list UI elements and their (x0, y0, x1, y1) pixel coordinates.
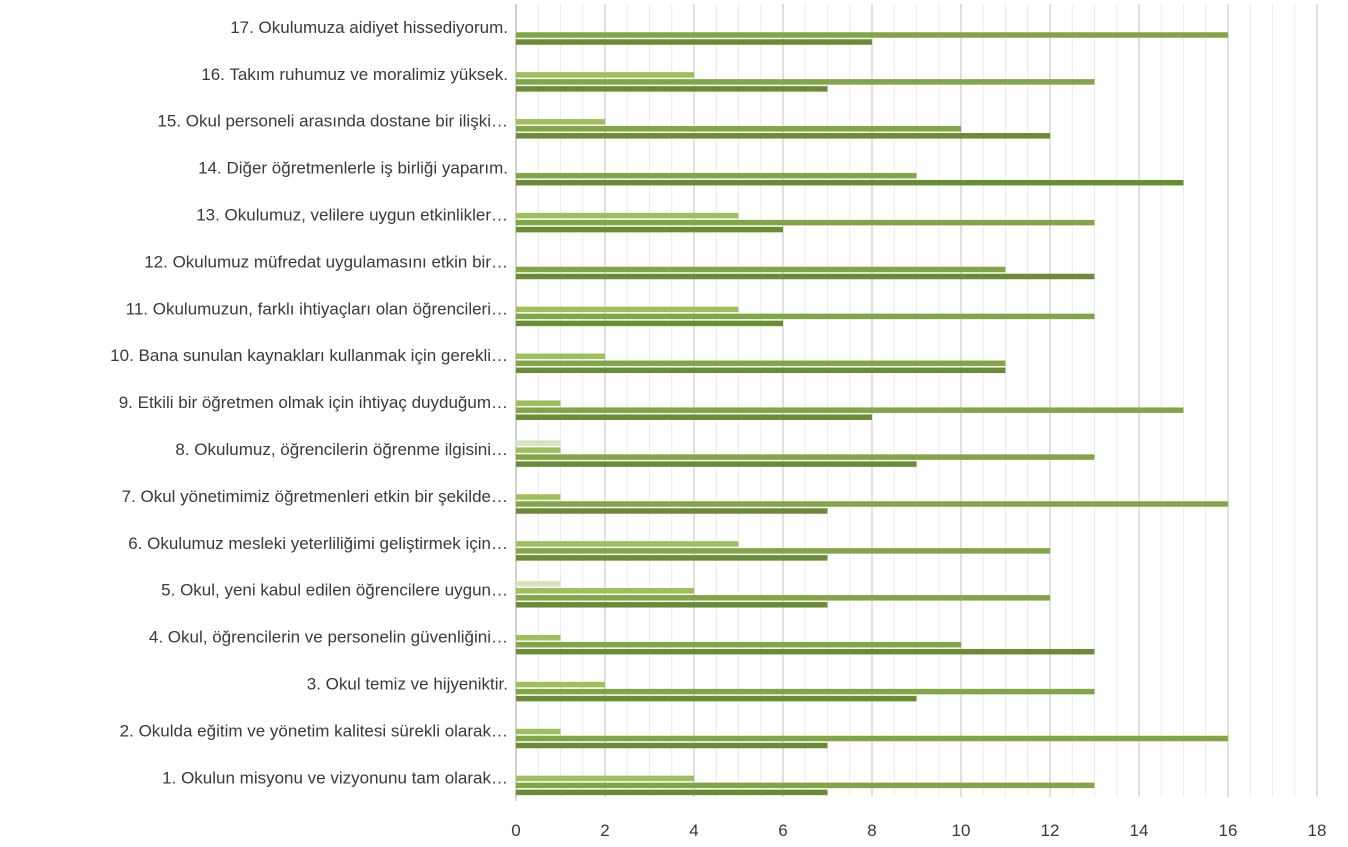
bar (516, 119, 605, 125)
x-tick-label: 12 (1041, 821, 1060, 840)
bar (516, 634, 561, 641)
bar (516, 548, 1050, 554)
bar (516, 226, 783, 233)
category-label: 11. Okulumuzun, farklı ihtiyaçları olan … (126, 299, 508, 318)
category-label: 2. Okulda eğitim ve yönetim kalitesi sür… (120, 721, 508, 740)
bar (516, 688, 1095, 695)
bar (516, 400, 561, 406)
bar (516, 79, 1095, 85)
bar (516, 407, 1184, 413)
bar (516, 789, 828, 796)
bars-group (516, 32, 1228, 796)
bar (516, 581, 561, 587)
category-label: 4. Okul, öğrencilerin ve personelin güve… (149, 628, 508, 647)
category-label: 1. Okulun misyonu ve vizyonunu tam olara… (162, 768, 508, 787)
bar (516, 648, 1095, 655)
bar (516, 775, 694, 782)
bar (516, 86, 828, 92)
category-label: 7. Okul yönetimimiz öğretmenleri etkin b… (122, 487, 508, 506)
bar (516, 133, 1050, 139)
x-tick-label: 6 (778, 821, 787, 840)
bar (516, 742, 828, 749)
bar (516, 360, 1006, 367)
bar (516, 641, 961, 648)
bar (516, 602, 828, 608)
x-tick-label: 10 (952, 821, 971, 840)
x-tick-label: 0 (511, 821, 520, 840)
bar (516, 39, 872, 45)
bar (516, 695, 917, 702)
category-label: 6. Okulumuz mesleki yeterliliğimi gelişt… (128, 534, 508, 553)
bar (516, 508, 828, 514)
bar (516, 266, 1006, 273)
bar (516, 494, 561, 500)
bar (516, 219, 1095, 226)
bar (516, 541, 739, 547)
x-tick-label: 16 (1219, 821, 1238, 840)
x-tick-label: 2 (600, 821, 609, 840)
bar (516, 353, 605, 360)
bar (516, 32, 1228, 38)
bar (516, 588, 694, 594)
category-label: 10. Bana sunulan kaynakları kullanmak iç… (110, 346, 508, 365)
x-tick-label: 18 (1308, 821, 1327, 840)
x-axis-tick-labels: 0 2 4 6 8 10 12 14 16 18 (511, 821, 1326, 840)
bar (516, 447, 561, 453)
bar (516, 595, 1050, 601)
category-label: 15. Okul personeli arasında dostane bir … (157, 112, 508, 131)
bar (516, 440, 561, 446)
bar (516, 273, 1095, 280)
x-tick-label: 14 (1130, 821, 1149, 840)
category-label: 12. Okulumuz müfredat uygulamasını etkin… (144, 252, 508, 271)
bar (516, 320, 783, 327)
gridlines (515, 4, 1318, 801)
bar (516, 212, 739, 219)
bar (516, 782, 1095, 789)
bar (516, 306, 739, 313)
bar (516, 555, 828, 561)
category-label: 5. Okul, yeni kabul edilen öğrencilere u… (161, 581, 508, 600)
bar (516, 414, 872, 420)
category-label: 9. Etkili bir öğretmen olmak için ihtiya… (119, 393, 508, 412)
category-label: 3. Okul temiz ve hijyeniktir. (307, 675, 508, 694)
bar (516, 735, 1228, 742)
x-tick-label: 4 (689, 821, 698, 840)
bar (516, 313, 1095, 320)
x-tick-label: 8 (867, 821, 876, 840)
bar (516, 681, 605, 688)
category-label: 16. Takım ruhumuz ve moralimiz yüksek. (201, 65, 508, 84)
bar (516, 72, 694, 78)
bar (516, 367, 1006, 374)
bar (516, 172, 917, 179)
category-label: 14. Diğer öğretmenlerle iş birliği yapar… (198, 159, 508, 178)
bar (516, 501, 1228, 507)
category-labels: 1. Okulun misyonu ve vizyonunu tam olara… (110, 18, 508, 787)
bar (516, 179, 1184, 186)
category-label: 8. Okulumuz, öğrencilerin öğrenme ilgisi… (175, 440, 508, 459)
category-label: 17. Okulumuza aidiyet hissediyorum. (230, 18, 508, 37)
bar (516, 461, 917, 467)
category-label: 13. Okulumuz, velilere uygun etkinlikler… (196, 206, 508, 225)
bar (516, 126, 961, 132)
bar (516, 454, 1095, 460)
bar (516, 728, 561, 735)
